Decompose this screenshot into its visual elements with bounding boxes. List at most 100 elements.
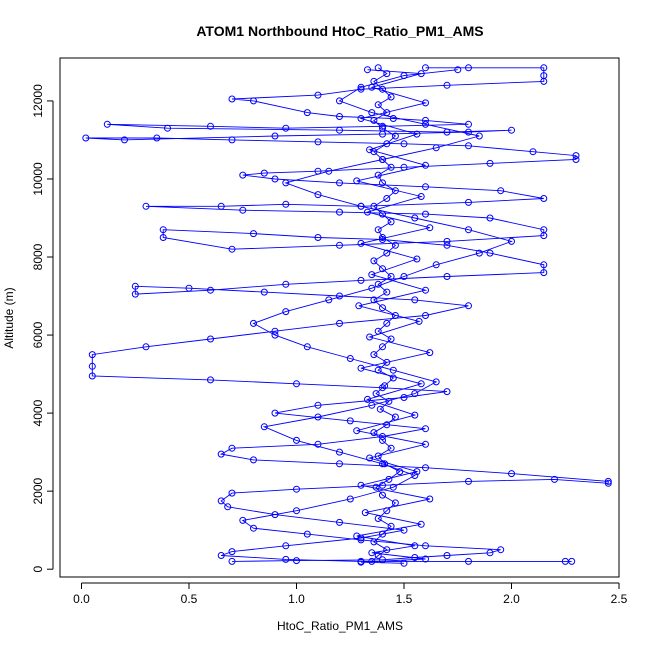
data-point (207, 286, 214, 294)
data-point (551, 475, 558, 483)
data-point (422, 210, 429, 218)
data-point (572, 156, 580, 163)
data-point (604, 479, 612, 487)
data-point (387, 444, 395, 452)
data-point (293, 507, 300, 515)
data-point (391, 132, 399, 140)
data-point (383, 358, 391, 366)
data-point (486, 214, 494, 222)
data-point (411, 542, 419, 550)
data-point (260, 288, 268, 296)
data-point (379, 491, 386, 499)
data-point (379, 265, 386, 273)
data-point (250, 456, 257, 464)
data-point (250, 319, 257, 327)
series-layer (82, 64, 612, 567)
data-point (357, 481, 365, 489)
data-point (422, 161, 429, 169)
series-line (356, 69, 430, 564)
data-point (271, 409, 279, 417)
data-point (364, 208, 371, 216)
data-point (336, 97, 343, 105)
data-point (426, 495, 434, 503)
data-point (432, 144, 440, 152)
y-tick-label: 8000 (31, 243, 45, 270)
y-tick-label: 6000 (31, 321, 45, 348)
data-point (475, 249, 483, 257)
x-tick-label: 1.5 (396, 592, 413, 606)
data-point (379, 156, 386, 163)
data-point (400, 273, 408, 280)
data-point (346, 355, 354, 362)
data-point (228, 95, 236, 103)
data-point (353, 532, 361, 540)
data-point (465, 128, 472, 136)
data-point (374, 552, 382, 559)
data-point (336, 241, 343, 249)
data-point (366, 333, 374, 341)
data-point (540, 261, 548, 269)
data-point (540, 269, 548, 277)
data-point (443, 241, 451, 249)
data-point (508, 126, 515, 134)
data-point (465, 198, 472, 206)
x-tick-label: 0.0 (73, 592, 90, 606)
data-point (411, 214, 419, 222)
data-point (391, 241, 399, 249)
data-point (207, 122, 214, 130)
data-point (400, 140, 408, 148)
y-tick-label: 10000 (31, 162, 45, 196)
data-point (422, 116, 429, 124)
data-point (411, 296, 419, 304)
data-point (383, 319, 391, 327)
data-point (379, 179, 386, 187)
data-point (422, 120, 429, 128)
data-point (387, 93, 395, 101)
data-point (260, 423, 268, 431)
data-series-3 (228, 66, 515, 565)
data-point (374, 366, 382, 374)
data-point (465, 302, 472, 310)
data-point (353, 177, 361, 185)
data-point (293, 436, 300, 444)
data-point (336, 518, 343, 526)
data-point (426, 349, 434, 357)
data-point (379, 460, 386, 468)
data-point (379, 304, 386, 312)
data-point (374, 280, 382, 288)
data-point (374, 452, 382, 460)
data-point (400, 559, 408, 567)
y-tick-label: 12000 (31, 84, 45, 118)
data-point (217, 202, 225, 210)
data-point (368, 284, 376, 292)
x-axis-label: HtoC_Ratio_PM1_AMS (277, 619, 403, 633)
data-point (314, 440, 322, 448)
data-point (314, 413, 322, 421)
x-tick-label: 1.0 (288, 592, 305, 606)
data-point (250, 97, 257, 105)
data-point (379, 481, 386, 489)
data-point (325, 167, 333, 175)
data-point (260, 169, 268, 177)
data-point (282, 200, 290, 208)
data-point (413, 468, 421, 476)
data-point (142, 202, 150, 210)
data-point (239, 516, 247, 524)
data-point (540, 195, 548, 202)
data-point (497, 187, 505, 195)
data-point (368, 83, 376, 91)
data-point (293, 557, 300, 565)
data-point (364, 395, 371, 403)
data-point (271, 331, 279, 339)
data-point (228, 548, 236, 556)
data-point (282, 555, 290, 563)
data-point (389, 115, 397, 122)
data-point (370, 296, 378, 304)
y-tick-label: 2000 (31, 477, 45, 504)
series-line (231, 69, 513, 562)
data-point (465, 226, 472, 234)
data-point (422, 64, 429, 72)
data-point (465, 477, 472, 485)
data-point (82, 134, 90, 142)
data-point (239, 171, 247, 179)
